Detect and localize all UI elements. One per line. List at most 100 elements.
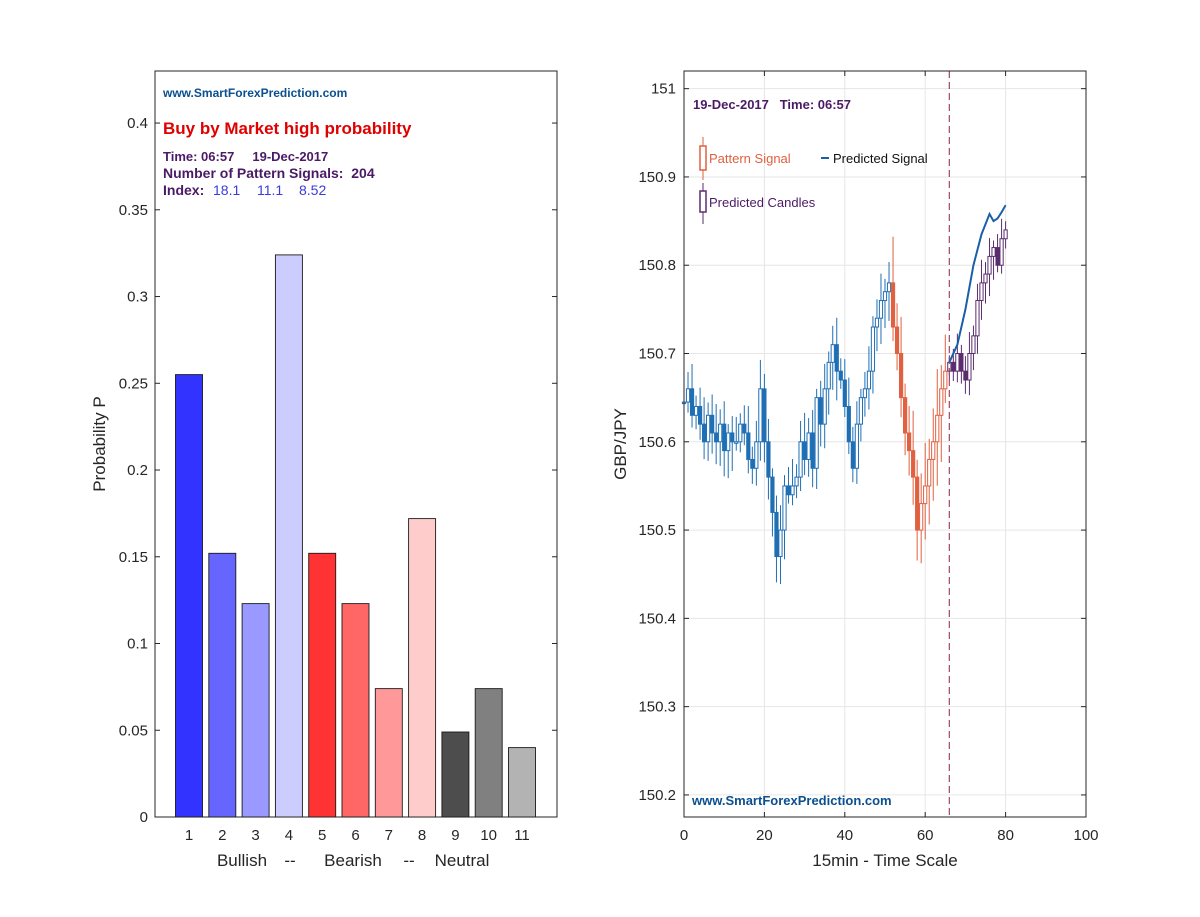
time-date-line: Time: 06:57 19-Dec-2017 xyxy=(163,149,328,164)
x-tick-label: 1 xyxy=(185,827,193,844)
history-candle xyxy=(689,388,695,416)
history-candle xyxy=(794,476,799,487)
x-tick-label: 8 xyxy=(418,827,426,844)
history-candle xyxy=(754,441,759,469)
history-candle xyxy=(790,485,795,496)
pattern-candle xyxy=(890,282,896,328)
x-tick-label: 7 xyxy=(385,827,393,844)
candle-watermark: www.SmartForexPrediction.com xyxy=(691,793,892,808)
history-candle xyxy=(742,423,747,434)
probability-bar-chart: 0 0.05 0.1 0.15 0.2 0.25 0.3 0.35 0.4 1 2 3 4 5 6 7 8 9 1… xyxy=(90,70,558,870)
history-candle xyxy=(870,326,876,372)
y-tick-label: 0.3 xyxy=(127,289,148,306)
history-candle xyxy=(850,441,855,469)
x-tick-label: 100 xyxy=(1073,827,1098,844)
predicted-candles-legend-swatch xyxy=(699,190,707,213)
x-axis-label: 15min - Time Scale xyxy=(812,851,958,870)
predicted-candle xyxy=(959,353,964,372)
pattern-candle xyxy=(907,432,912,452)
predicted-candle xyxy=(979,282,984,302)
predicted-candle xyxy=(963,370,968,381)
x-tick-label: 80 xyxy=(997,827,1014,844)
history-candle xyxy=(838,370,843,381)
index-value-3: 8.52 xyxy=(299,182,326,198)
bar-7 xyxy=(374,688,403,818)
history-candle xyxy=(886,282,892,293)
history-candle xyxy=(842,379,847,407)
bar-4 xyxy=(274,254,303,818)
x-tick-label: 20 xyxy=(756,827,773,844)
history-candle xyxy=(866,370,872,390)
history-candle xyxy=(830,344,835,363)
y-tick-label: 0.2 xyxy=(127,462,148,479)
y-tick-label: 0 xyxy=(140,809,148,826)
x-label-sep-2: -- xyxy=(403,851,414,870)
y-tick-label: 150.8 xyxy=(638,257,676,274)
pattern-signal-legend-label: Pattern Signal xyxy=(709,151,791,166)
pattern-candle xyxy=(919,503,924,531)
predicted-signal-legend-label: Predicted Signal xyxy=(833,151,928,166)
x-tick-label: 9 xyxy=(451,827,459,844)
history-candle xyxy=(774,511,779,558)
bar-5 xyxy=(308,552,337,818)
predicted-candle xyxy=(991,247,996,257)
history-candle xyxy=(778,529,783,558)
bar-3 xyxy=(241,603,270,818)
history-candle xyxy=(734,441,739,444)
y-tick-label: 150.9 xyxy=(638,169,676,186)
y-tick-label: 150.6 xyxy=(638,434,676,451)
trade-headline: Buy by Market high probability xyxy=(163,119,412,138)
pattern-candle xyxy=(931,441,936,460)
history-candle xyxy=(762,388,767,443)
index-value-2: 11.1 xyxy=(257,182,283,198)
y-axis-label: Probability P xyxy=(90,396,109,491)
pattern-candle xyxy=(939,388,944,416)
history-candle xyxy=(826,361,831,390)
history-candle xyxy=(846,405,851,443)
candle-plot-frame xyxy=(683,70,1087,818)
history-candle xyxy=(693,405,699,416)
bar-1 xyxy=(175,374,203,818)
y-tick-label: 0.1 xyxy=(127,636,148,653)
y-tick-label: 150.4 xyxy=(638,610,676,627)
y-tick-label: 0.05 xyxy=(119,722,148,739)
history-candle xyxy=(750,458,755,469)
predicted-candle xyxy=(955,353,960,372)
history-candle xyxy=(714,432,719,443)
predicted-candle xyxy=(951,361,956,372)
history-candle xyxy=(738,423,743,443)
predicted-signal-line xyxy=(948,204,1007,363)
x-tick-label: 10 xyxy=(480,827,497,844)
history-candle xyxy=(882,291,888,302)
history-candle xyxy=(806,432,811,460)
x-label-bullish: Bullish xyxy=(217,851,267,870)
history-candle xyxy=(874,317,880,328)
x-tick-label: 4 xyxy=(285,827,293,844)
x-tick-label: 5 xyxy=(318,827,326,844)
history-candle xyxy=(786,485,791,496)
history-candle xyxy=(802,441,807,460)
bar-6 xyxy=(341,603,370,818)
x-label-neutral: Neutral xyxy=(435,851,490,870)
history-candle xyxy=(710,414,715,434)
x-label-sep-1: -- xyxy=(284,851,295,870)
history-candle xyxy=(722,423,727,452)
history-candle xyxy=(730,432,735,443)
history-candle xyxy=(854,423,859,469)
y-tick-label: 150.2 xyxy=(638,787,676,804)
pattern-candle xyxy=(898,353,904,399)
pattern-candle xyxy=(943,370,948,390)
pattern-candle xyxy=(927,458,932,487)
history-candle xyxy=(718,423,723,443)
bar-8 xyxy=(408,518,437,818)
pattern-candle xyxy=(915,476,920,531)
pattern-signals-line: Number of Pattern Signals: 204 xyxy=(163,165,375,181)
x-tick-label: 2 xyxy=(218,827,226,844)
pattern-candle xyxy=(903,397,908,434)
pattern-candle xyxy=(911,450,916,478)
y-tick-label: 150.3 xyxy=(638,699,676,716)
history-candle xyxy=(685,388,691,403)
pattern-candle xyxy=(894,326,900,355)
history-candle xyxy=(798,441,803,478)
